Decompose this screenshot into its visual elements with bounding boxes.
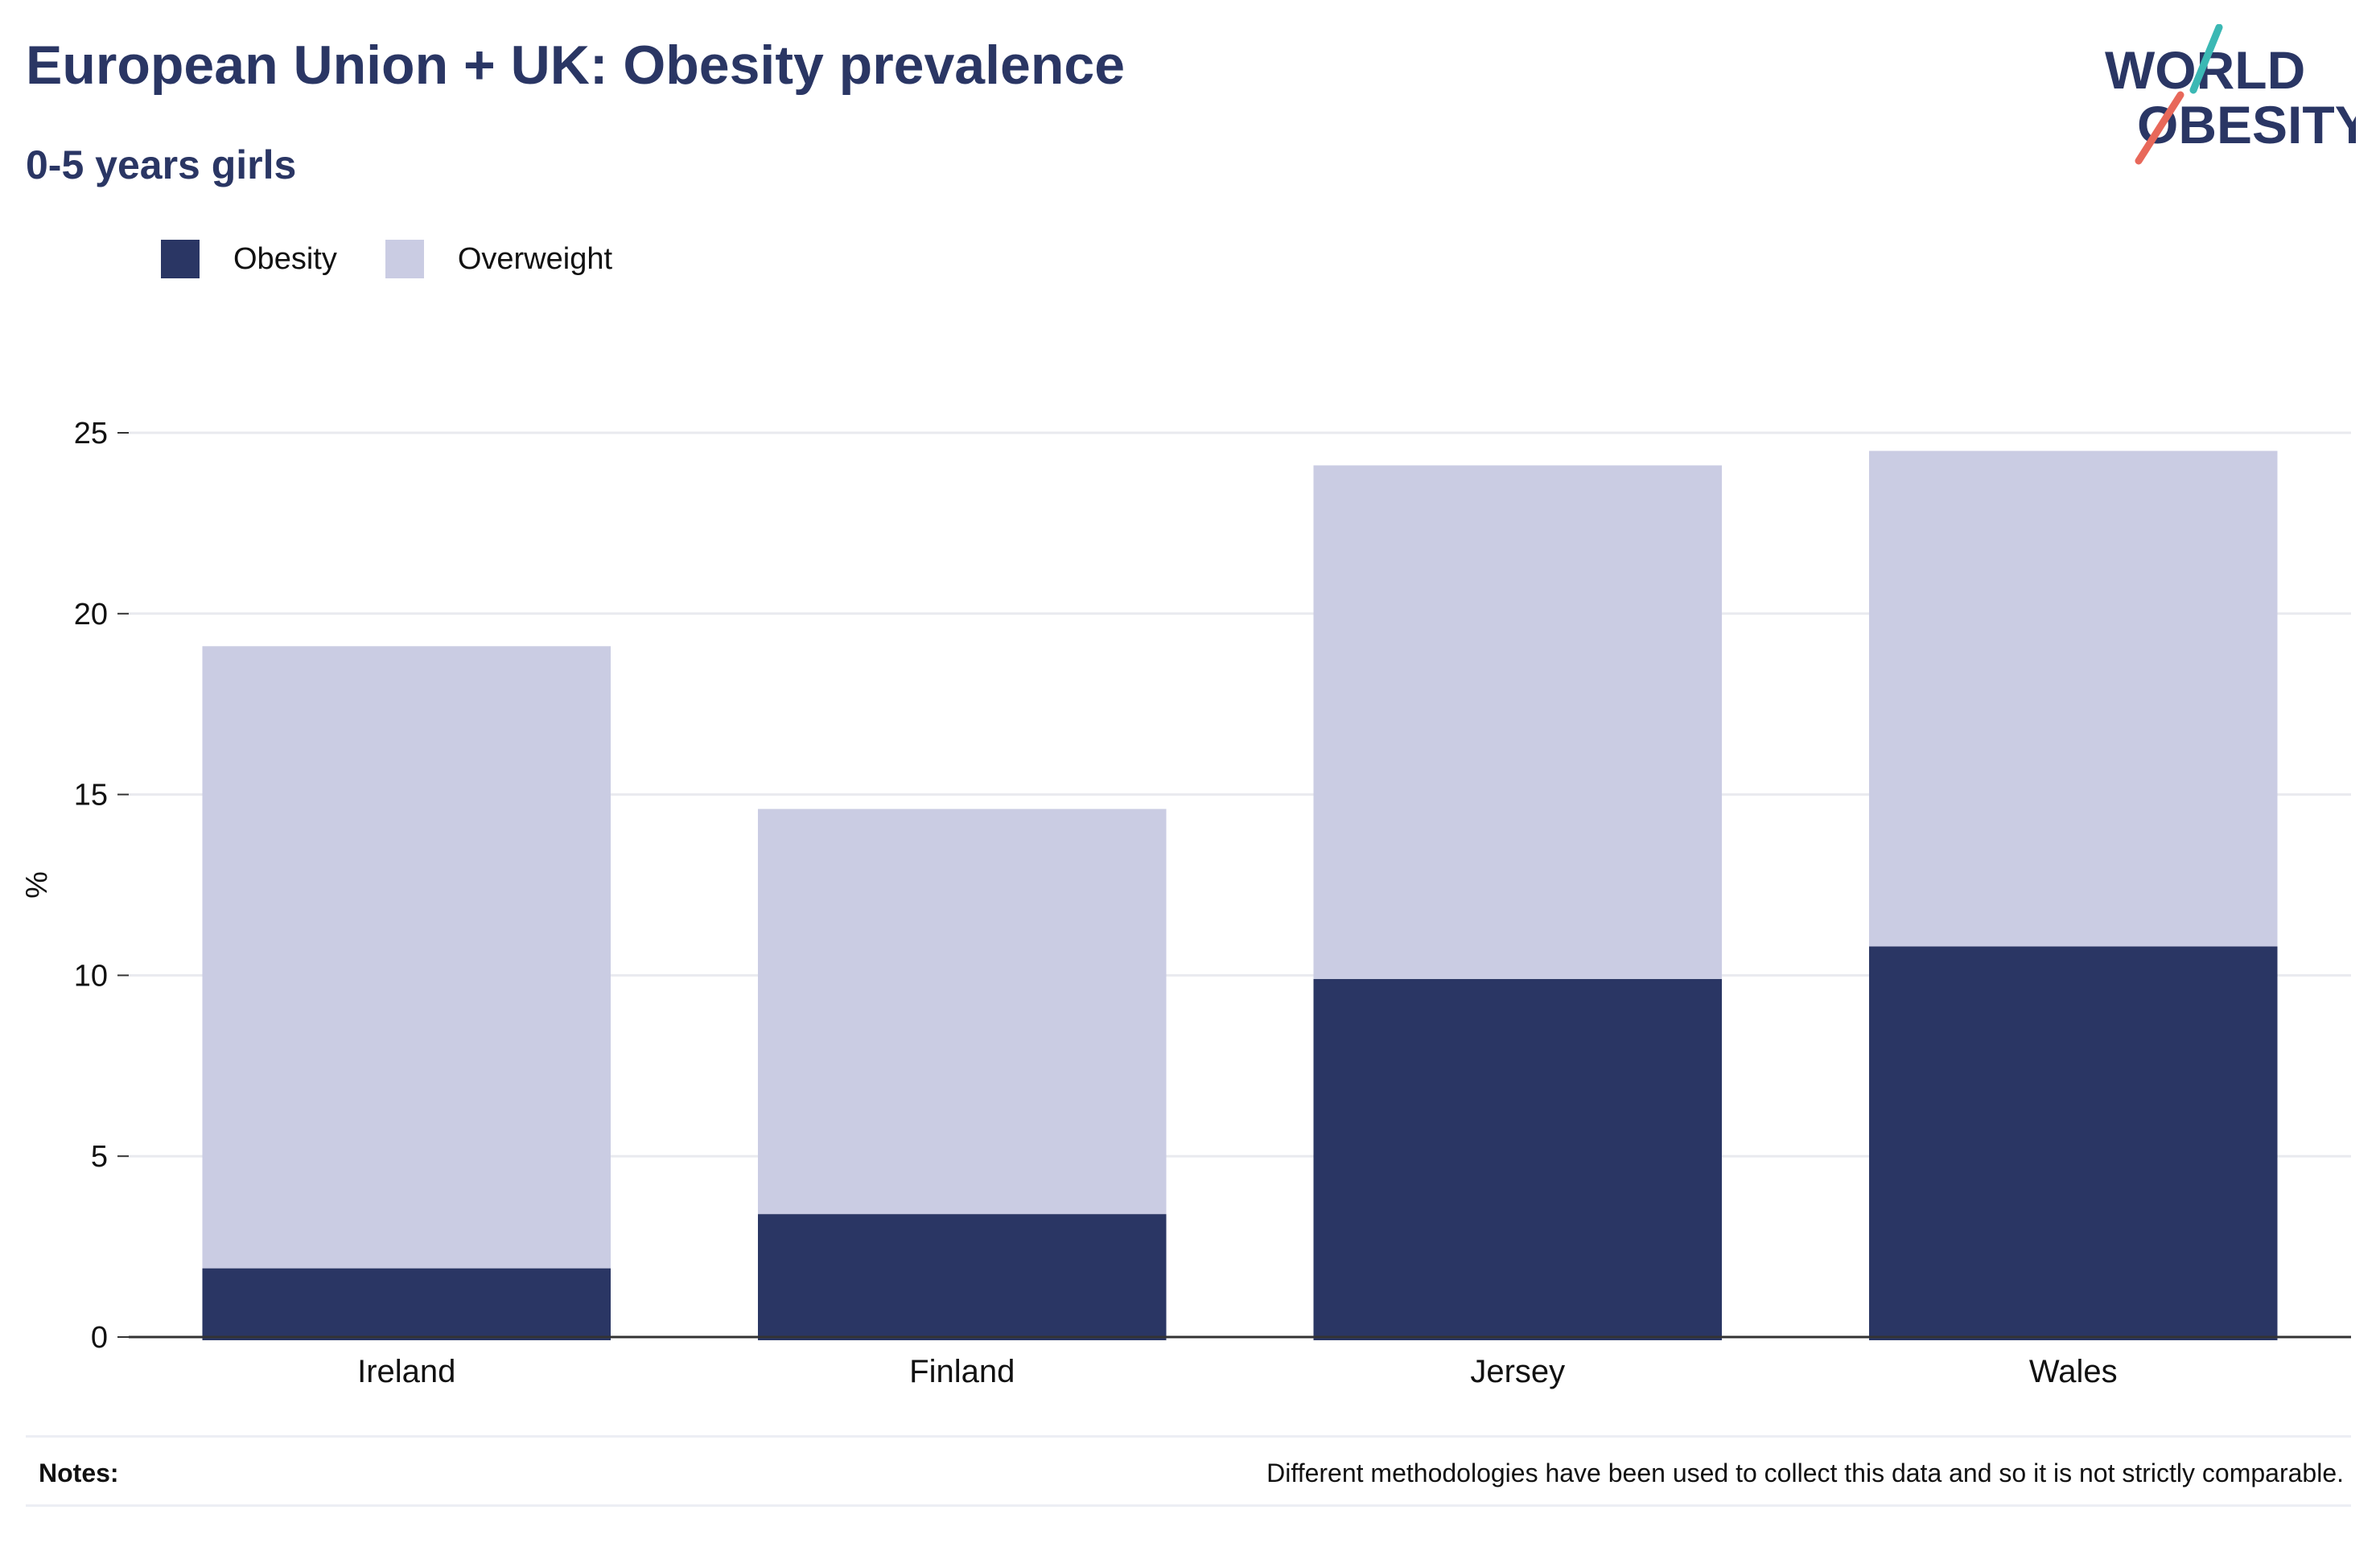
bars [202, 451, 2278, 1340]
x-tick-label: Finland [909, 1354, 1015, 1389]
notes-label: Notes: [39, 1459, 119, 1487]
x-tick-label: Ireland [357, 1354, 455, 1389]
logo-coral-slash [2135, 91, 2184, 165]
notes-divider-top [26, 1435, 2351, 1438]
y-tick-label: 20 [74, 598, 108, 632]
bar-overweight-jersey[interactable] [1313, 465, 1723, 979]
bar-obesity-wales[interactable] [1868, 946, 2278, 1340]
chart-subtitle: 0-5 years girls [26, 142, 297, 187]
y-tick-label: 10 [74, 959, 108, 993]
bar-obesity-jersey[interactable] [1313, 978, 1723, 1340]
bar-obesity-finland[interactable] [757, 1214, 1167, 1340]
y-axis-label: % [20, 871, 54, 899]
y-tick-label: 0 [91, 1321, 108, 1355]
legend: Obesity Overweight [161, 240, 661, 278]
bar-obesity-ireland[interactable] [202, 1268, 611, 1340]
y-tick-label: 5 [91, 1140, 108, 1174]
y-tick-labels: 0 5 10 15 20 25 [74, 417, 129, 1355]
x-tick-label: Jersey [1470, 1354, 1565, 1389]
x-tick-labels: Ireland Finland Jersey Wales [357, 1354, 2117, 1389]
bar-overweight-finland[interactable] [757, 808, 1167, 1215]
x-tick-label: Wales [2029, 1354, 2118, 1389]
legend-item-obesity[interactable]: Obesity [161, 240, 337, 278]
y-tick-label: 25 [74, 417, 108, 451]
legend-label-obesity: Obesity [233, 241, 337, 276]
legend-label-overweight: Overweight [457, 241, 613, 276]
notes-text: Different methodologies have been used t… [1266, 1459, 2344, 1487]
legend-swatch-obesity [161, 240, 200, 278]
bar-overweight-wales[interactable] [1868, 451, 2278, 947]
world-obesity-logo: WORLD OBESITY [2105, 24, 2356, 165]
notes-divider-bottom [26, 1504, 2351, 1507]
legend-item-overweight[interactable]: Overweight [385, 240, 612, 278]
chart-title: European Union + UK: Obesity prevalence [26, 35, 1126, 96]
bar-chart: 0 5 10 15 20 25 Ireland Finland Jersey Wales % [20, 417, 2351, 1389]
y-tick-label: 15 [74, 779, 108, 813]
legend-swatch-overweight [385, 240, 424, 278]
logo-teal-slash [2189, 24, 2223, 94]
bar-overweight-ireland[interactable] [202, 646, 611, 1269]
